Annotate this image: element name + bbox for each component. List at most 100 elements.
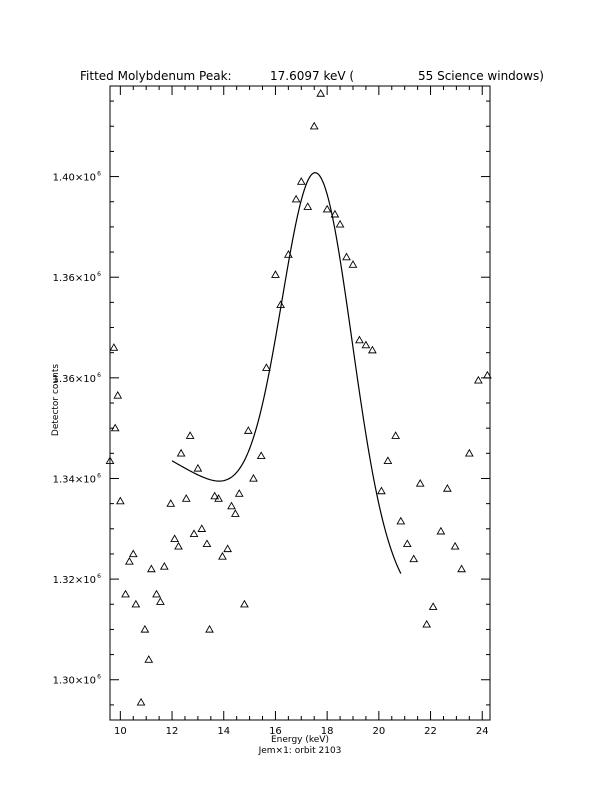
data-point-triangle [121, 589, 130, 598]
data-point-triangle [197, 524, 207, 532]
data-point-triangle [230, 509, 240, 517]
data-point-triangle [422, 619, 432, 628]
x-tick-label: 12 [166, 726, 179, 737]
title-windows: 55 Science windows) [418, 69, 544, 83]
data-point-triangle [156, 597, 165, 605]
data-point-triangle [136, 697, 146, 706]
x-axis-tick-labels: 10 12 14 16 18 20 22 24 [114, 726, 489, 737]
data-point-triangle [322, 204, 332, 213]
data-point-triangle [377, 486, 386, 495]
x-tick-label: 22 [424, 726, 437, 737]
data-point-triangle [450, 541, 460, 550]
data-point-triangle [271, 270, 280, 278]
y-tick-mantissa: 1.34×10 [53, 474, 96, 485]
data-point-triangle [185, 431, 195, 439]
data-point-triangle [193, 463, 203, 472]
data-point-triangle [396, 516, 406, 525]
y-tick-label: 1.30×10 [53, 676, 96, 687]
data-point-triangle [402, 539, 412, 548]
data-point-triangle [234, 489, 244, 497]
y-tick-exponent: 6 [97, 271, 101, 278]
x-tick-label: 18 [321, 726, 334, 737]
data-point-triangle [383, 456, 393, 465]
data-point-triangle [348, 260, 358, 268]
data-point-triangle [296, 177, 306, 185]
x-tick-label: 16 [269, 726, 282, 737]
data-point-triangle [291, 194, 301, 203]
data-point-triangle [240, 599, 249, 608]
y-tick-exponent: 6 [97, 573, 101, 580]
gaussian-fit-curve [171, 172, 402, 574]
data-point-triangle [140, 624, 150, 633]
data-point-triangle [457, 564, 466, 573]
y-tick-label: 1.32×10 [53, 575, 96, 586]
data-point-triangle [473, 375, 483, 384]
data-point-triangle [276, 300, 285, 309]
data-point-triangle [342, 252, 351, 261]
y-tick-mantissa: 1.36×10 [53, 374, 96, 385]
data-point-triangle [174, 541, 183, 550]
y-tick-label: 1.36×10 [53, 374, 96, 385]
data-point-triangle [409, 554, 419, 563]
data-point-triangle [109, 343, 119, 351]
y-tick-exponent: 6 [97, 472, 101, 479]
data-point-triangle [159, 562, 169, 570]
data-point-triangle [144, 655, 154, 663]
data-point-triangle [205, 624, 214, 633]
x-tick-label: 14 [217, 726, 230, 737]
data-point-triangle [316, 89, 326, 97]
data-point-triangle [256, 451, 266, 459]
data-point-triangle [330, 209, 340, 218]
title-main: Fitted Molybdenum Peak: [80, 69, 232, 83]
y-axis-tick-labels: 1.30×10 61.32×10 61.34×10 61.36×10 61.36×10 6… [53, 171, 102, 687]
data-point-triangle [415, 479, 425, 487]
data-point-triangle [361, 340, 371, 349]
data-point-triangle [202, 539, 212, 548]
data-point-triangle [152, 589, 161, 598]
data-point-triangle [189, 529, 199, 537]
data-point-triangle [428, 602, 438, 610]
data-point-triangle [243, 426, 253, 434]
data-point-triangle [110, 423, 120, 432]
data-point-triangle [436, 526, 446, 535]
data-point-triangle [166, 499, 176, 507]
data-point-triangle [283, 250, 293, 258]
y-tick-label: 1.34×10 [53, 474, 96, 485]
data-point-triangle [176, 448, 186, 457]
y-tick-label: 1.40×10 [53, 173, 96, 184]
y-tick-exponent: 6 [97, 674, 101, 681]
y-tick-mantissa: 1.30×10 [53, 676, 96, 687]
x-tick-label: 10 [114, 726, 127, 737]
data-point-triangle [115, 496, 125, 505]
data-point-triangle [170, 534, 180, 543]
data-point-triangle [391, 431, 401, 439]
data-point-triangle [483, 370, 492, 379]
x-axis-label: Energy (keV) [271, 735, 329, 745]
data-point-triangle [131, 599, 141, 608]
y-axis-label: Detector counts [51, 364, 61, 436]
data-point-triangle [181, 494, 191, 502]
data-point-triangle [442, 484, 452, 492]
x-axis-ticks [119, 86, 483, 720]
data-point-triangle [227, 501, 236, 510]
y-tick-mantissa: 1.32×10 [53, 575, 96, 586]
data-point-triangle [262, 363, 271, 371]
y-axis-ticks [110, 100, 490, 706]
data-point-triangle [249, 473, 258, 482]
data-point-triangle [105, 456, 115, 465]
title-energy: 17.6097 keV ( [270, 69, 354, 83]
data-point-triangle [125, 556, 134, 565]
data-point-triangle [223, 544, 232, 553]
y-tick-exponent: 6 [97, 372, 101, 379]
data-point-triangle [368, 345, 377, 354]
x-tick-label: 20 [372, 726, 385, 737]
data-point-triangle [128, 549, 138, 558]
data-point-triangle [210, 491, 220, 500]
data-point-triangle [214, 494, 223, 502]
data-point-triangle [218, 551, 227, 560]
data-point-triangle [146, 564, 156, 573]
data-point-triangle [335, 219, 345, 228]
data-point-triangle [309, 121, 319, 130]
data-point-triangle [113, 390, 123, 399]
